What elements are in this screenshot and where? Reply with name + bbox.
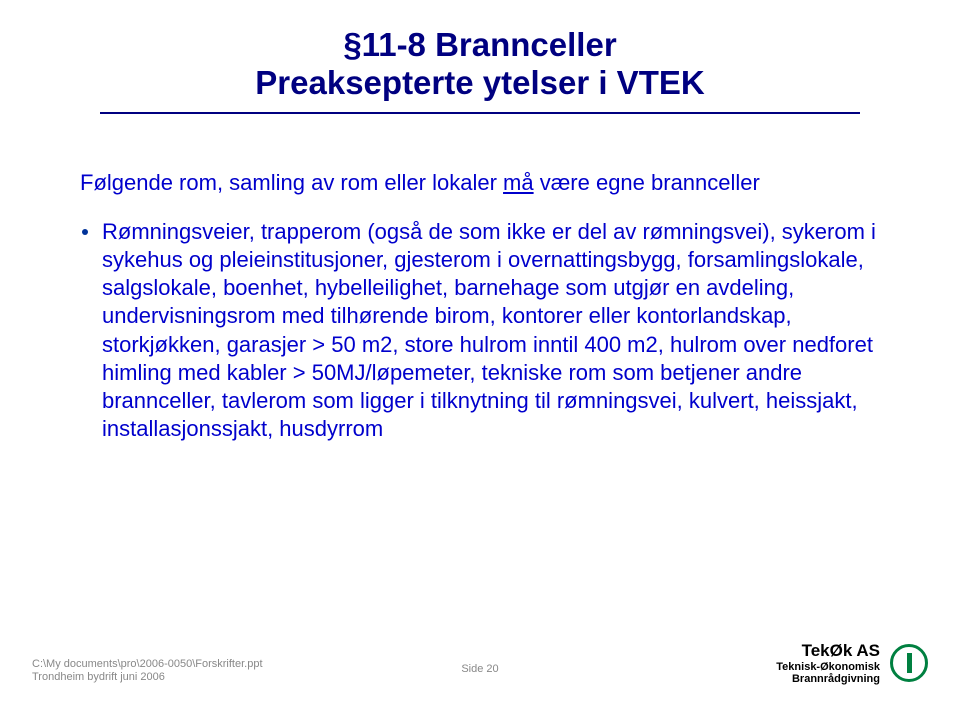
logo-icon [890, 644, 928, 682]
subhead-pre: Følgende rom, samling av rom eller lokal… [80, 170, 503, 195]
bullet-list: Rømningsveier, trapperom (også de som ik… [82, 218, 900, 443]
bullet-item: Rømningsveier, trapperom (også de som ik… [82, 218, 900, 443]
subheading: Følgende rom, samling av rom eller lokal… [80, 170, 900, 196]
footer-page-number: Side 20 [461, 663, 498, 675]
footer-org-date: Trondheim bydrift juni 2006 [32, 671, 263, 685]
title-line-1: §11-8 Brannceller [60, 26, 900, 64]
footer: C:\My documents\pro\2006-0050\Forskrifte… [32, 641, 928, 685]
brand-sub-2: Brannrådgivning [776, 673, 880, 685]
logo-bar [907, 653, 912, 673]
brand-sub-1: Teknisk-Økonomisk [776, 661, 880, 673]
brand-name: TekØk AS [776, 641, 880, 661]
subhead-underlined: må [503, 170, 534, 195]
footer-right: TekØk AS Teknisk-Økonomisk Brannrådgivni… [776, 641, 928, 685]
footer-filepath: C:\My documents\pro\2006-0050\Forskrifte… [32, 658, 263, 672]
bullet-dot-icon [82, 229, 88, 235]
bullet-text: Rømningsveier, trapperom (også de som ik… [102, 218, 892, 443]
title-block: §11-8 Brannceller Preaksepterte ytelser … [60, 26, 900, 102]
footer-left: C:\My documents\pro\2006-0050\Forskrifte… [32, 658, 263, 686]
title-line-2: Preaksepterte ytelser i VTEK [60, 64, 900, 102]
brand-row: TekØk AS Teknisk-Økonomisk Brannrådgivni… [776, 641, 928, 685]
brand-text-block: TekØk AS Teknisk-Økonomisk Brannrådgivni… [776, 641, 880, 685]
slide: §11-8 Brannceller Preaksepterte ytelser … [0, 0, 960, 701]
subhead-post: være egne brannceller [534, 170, 760, 195]
title-rule [100, 112, 860, 114]
